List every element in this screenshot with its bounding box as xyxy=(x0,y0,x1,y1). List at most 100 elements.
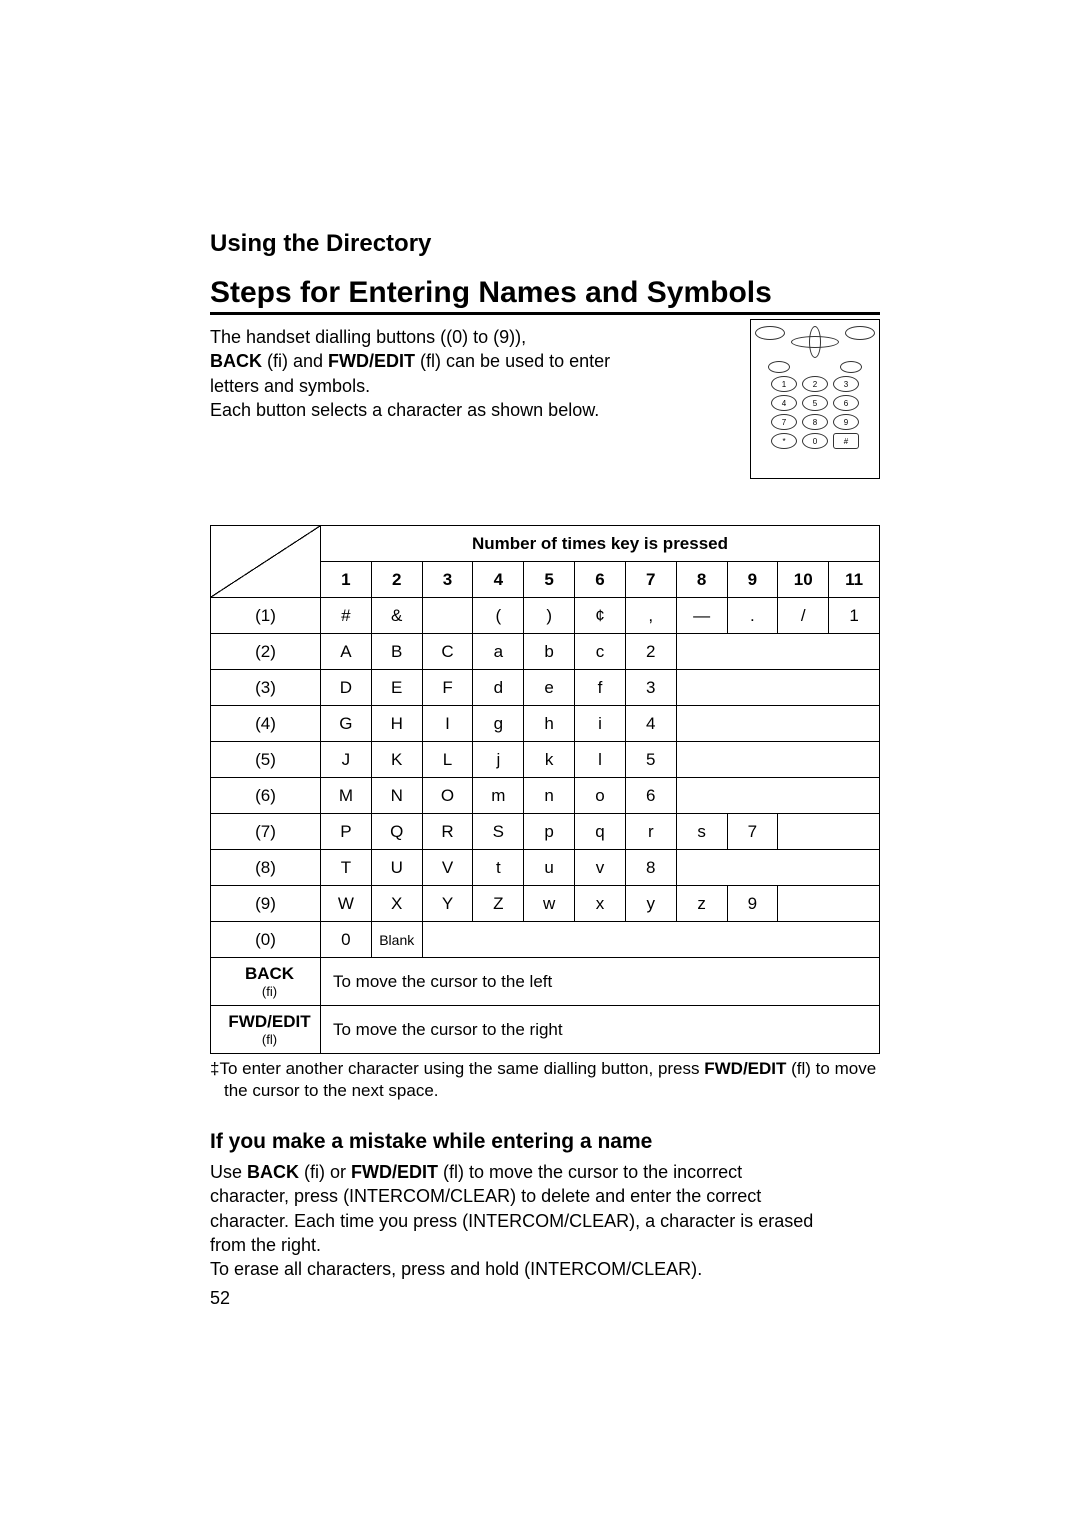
intro-fwd-sym: (fl) can be used to enter xyxy=(415,351,610,371)
char-cell: i xyxy=(575,706,626,742)
char-cell: S xyxy=(473,814,524,850)
m-l2btn: (INTERCOM/CLEAR) xyxy=(343,1186,516,1206)
char-cell xyxy=(727,778,778,814)
char-cell: V xyxy=(422,850,473,886)
char-cell: x xyxy=(575,886,626,922)
table-row: (4) G H I g h i 4 xyxy=(211,706,880,742)
m-fwd: FWD/EDIT xyxy=(351,1162,438,1182)
char-cell: a xyxy=(473,634,524,670)
char-cell: W xyxy=(321,886,372,922)
char-cell: y xyxy=(625,886,676,922)
keypad-key-0: 0 xyxy=(802,433,828,449)
back-key-cell: BACK (fi) xyxy=(211,958,321,1006)
char-cell: . xyxy=(727,598,778,634)
char-cell xyxy=(727,850,778,886)
m-l5b: . xyxy=(697,1259,702,1279)
char-cell: N xyxy=(371,778,422,814)
char-cell xyxy=(829,850,880,886)
char-cell xyxy=(778,778,829,814)
char-cell: o xyxy=(575,778,626,814)
fwd-key-cell: FWD/EDIT (fl) xyxy=(211,1006,321,1054)
char-cell xyxy=(676,634,727,670)
keypad-key-3: 3 xyxy=(833,376,859,392)
char-cell xyxy=(778,886,829,922)
char-cell: F xyxy=(422,670,473,706)
char-cell: Blank xyxy=(371,922,422,958)
char-cell xyxy=(727,742,778,778)
key-cell: (3) xyxy=(211,670,321,706)
table-row: BACK (fi) To move the cursor to the left xyxy=(211,958,880,1006)
table-row: FWD/EDIT (fl) To move the cursor to the … xyxy=(211,1006,880,1054)
m-back: BACK xyxy=(247,1162,299,1182)
col-header: 2 xyxy=(371,562,422,598)
char-cell xyxy=(727,922,778,958)
char-cell: 2 xyxy=(625,634,676,670)
m-l3b: , a character is erased xyxy=(635,1211,813,1231)
char-cell xyxy=(727,634,778,670)
mistake-heading: If you make a mistake while entering a n… xyxy=(210,1130,880,1154)
char-cell: c xyxy=(575,634,626,670)
col-header: 9 xyxy=(727,562,778,598)
table-row: (0) 0 Blank xyxy=(211,922,880,958)
char-cell: G xyxy=(321,706,372,742)
table-row: (2) A B C a b c 2 xyxy=(211,634,880,670)
section-title: Using the Directory xyxy=(210,230,880,258)
char-cell xyxy=(422,922,473,958)
fwd-sub: (fl) xyxy=(219,1032,320,1047)
char-cell: q xyxy=(575,814,626,850)
key-cell: (9) xyxy=(211,886,321,922)
char-cell: t xyxy=(473,850,524,886)
char-cell: P xyxy=(321,814,372,850)
char-cell: / xyxy=(778,598,829,634)
char-cell: b xyxy=(524,634,575,670)
char-cell xyxy=(575,922,626,958)
key-cell: (8) xyxy=(211,850,321,886)
char-cell xyxy=(778,670,829,706)
char-cell: K xyxy=(371,742,422,778)
col-header: 11 xyxy=(829,562,880,598)
char-cell: g xyxy=(473,706,524,742)
char-cell xyxy=(829,778,880,814)
char-cell: Z xyxy=(473,886,524,922)
keypad-key-9: 9 xyxy=(833,414,859,430)
intro-line1c: ), xyxy=(515,327,526,347)
char-cell: E xyxy=(371,670,422,706)
char-cell: u xyxy=(524,850,575,886)
intro-back-label: BACK xyxy=(210,351,262,371)
char-cell: C xyxy=(422,634,473,670)
keypad-key-star: * xyxy=(771,433,797,449)
table-row: (5) J K L j k l 5 xyxy=(211,742,880,778)
char-cell xyxy=(778,634,829,670)
intro-back-sym: (fi) and xyxy=(262,351,328,371)
intro-block: The handset dialling buttons ((0) to (9)… xyxy=(210,325,880,479)
char-cell: B xyxy=(371,634,422,670)
char-cell xyxy=(829,634,880,670)
char-cell: h xyxy=(524,706,575,742)
table-group-header: Number of times key is pressed xyxy=(321,526,880,562)
keypad-func-button xyxy=(768,361,790,373)
keypad-direct-button xyxy=(845,326,875,340)
table-row: (8) T U V t u v 8 xyxy=(211,850,880,886)
char-cell xyxy=(778,922,829,958)
char-cell xyxy=(676,670,727,706)
char-cell xyxy=(778,814,829,850)
char-cell: 6 xyxy=(625,778,676,814)
table-row: (9) W X Y Z w x y z 9 xyxy=(211,886,880,922)
char-cell xyxy=(473,922,524,958)
char-cell: L xyxy=(422,742,473,778)
keypad-figure: 1 2 3 4 5 6 7 8 9 * 0 # xyxy=(750,319,880,479)
key-cell: (7) xyxy=(211,814,321,850)
char-cell: D xyxy=(321,670,372,706)
intro-line3: letters and symbols. xyxy=(210,376,370,396)
m-l4: from the right. xyxy=(210,1235,321,1255)
char-cell: T xyxy=(321,850,372,886)
char-cell: k xyxy=(524,742,575,778)
char-cell: p xyxy=(524,814,575,850)
main-title: Steps for Entering Names and Symbols xyxy=(210,276,880,315)
table-row: (6) M N O m n o 6 xyxy=(211,778,880,814)
col-header: 10 xyxy=(778,562,829,598)
col-header: 8 xyxy=(676,562,727,598)
table-diag-cell xyxy=(211,526,321,598)
mistake-body: Use BACK (fi) or FWD/EDIT (fl) to move t… xyxy=(210,1160,880,1281)
char-cell xyxy=(829,670,880,706)
